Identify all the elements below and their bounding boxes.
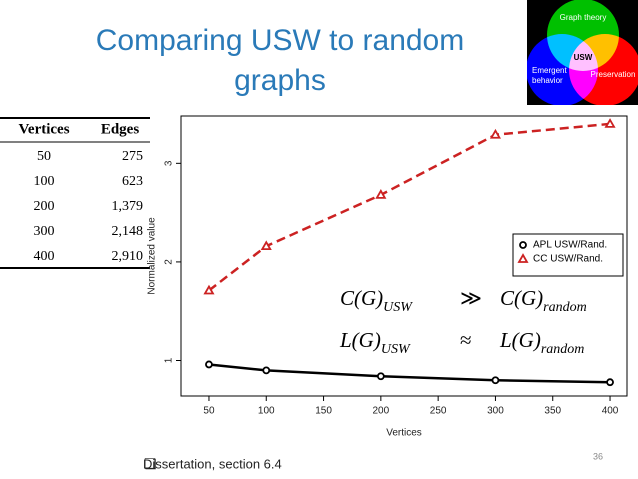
legend-label: APL USW/Rand. [533,240,607,251]
point [604,118,616,128]
annotation-part: L(G) [499,328,541,352]
annotation-part: L(G) [339,328,381,352]
x-tick-label: 300 [487,406,504,417]
annotation-part: ≫ [460,286,482,310]
annotation-part: random [543,300,587,315]
table-cell: 100 [34,174,55,189]
x-tick-label: 250 [430,406,447,417]
venn-logo: Graph theory USW Emergent behavior Prese… [526,0,638,106]
venn-label: Graph theory [560,13,607,22]
x-tick-label: 150 [315,406,332,417]
point [489,128,501,139]
x-tick-label: 400 [602,406,619,417]
title-line: Comparing USW to random [96,24,464,57]
point [205,360,213,369]
point [375,189,387,199]
point [260,240,272,251]
venn-label: USW [574,53,593,62]
x-axis-label: Vertices [386,428,422,439]
annotation-bg [318,280,618,352]
title-line: graphs [234,64,326,97]
table-cell: 400 [34,249,55,264]
x-tick-label: 350 [544,406,561,417]
table-header: Edges [101,121,140,137]
bullet-icon: ❑ [144,456,157,472]
point [491,376,500,385]
y-tick-label: 2 [164,259,175,265]
annotation: C(G)USW ≫ C(G)random [340,286,587,315]
y-tick-label: 3 [164,160,175,166]
legend-marker [517,253,529,263]
annotation-part: C(G) [500,286,543,310]
annotation: L(G)USW ≈ L(G)random [339,328,584,357]
table-cell: 1,379 [112,199,144,214]
table-cell: 623 [122,174,143,189]
x-tick-label: 100 [258,406,275,417]
venn-label: Emergent behavior [532,66,567,85]
annotation-part: ≈ [460,328,472,352]
table-cell: 275 [122,149,143,164]
table-cell: 2,910 [112,249,144,264]
legend-label: CC USW/Rand. [533,254,603,265]
table-cell: 50 [37,149,51,164]
point [606,378,614,387]
venn-label: Preservation [591,70,636,79]
table: Vertices Edges 50 275 100 623 200 1,379 300 2,1… [0,117,150,269]
annotation-part: USW [381,342,411,357]
table-header: Vertices [18,121,69,137]
legend-marker [519,241,527,249]
venn-label-box: Emergent behavior [532,66,567,85]
annotation-part: random [541,342,585,357]
point [203,284,215,295]
bullet: Dissertation, section 6.4 [143,456,282,471]
y-axis-label: Normalized value [147,217,158,295]
x-tick-label: 50 [203,406,215,417]
table-cell: 300 [34,224,55,239]
point [262,366,271,375]
legend-box [512,233,624,277]
y-tick-label: 1 [164,357,175,363]
venn-circle [569,34,638,106]
annotation-part: USW [383,300,413,315]
point [376,372,385,381]
x-tick-label: 200 [373,406,390,417]
page-number: 36 [593,451,603,461]
table-cell: 200 [34,199,55,214]
annotation-part: C(G) [340,286,383,310]
plot-frame [180,115,628,397]
series-line [208,363,611,384]
table-cell: 2,148 [112,224,144,239]
